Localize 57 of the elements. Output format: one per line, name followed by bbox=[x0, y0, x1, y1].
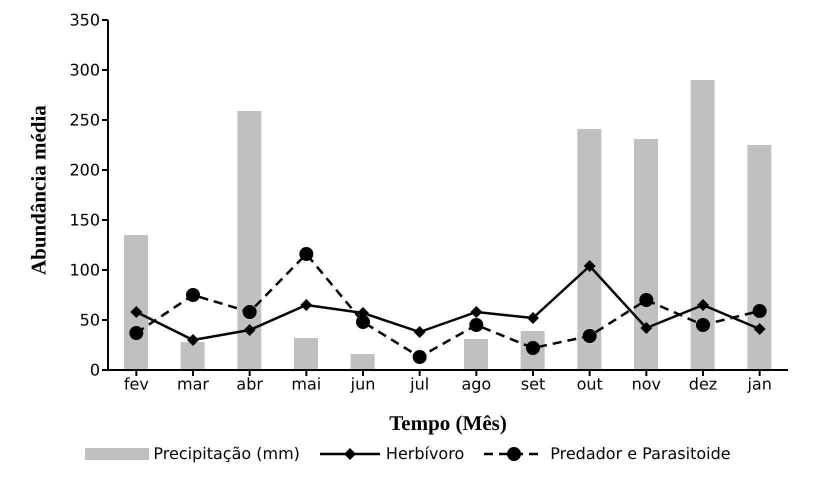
point bbox=[582, 329, 597, 343]
y-tick-label: 100 bbox=[69, 260, 100, 280]
x-tick-label: fev bbox=[124, 374, 149, 394]
point bbox=[527, 312, 539, 324]
bar bbox=[180, 342, 205, 370]
point bbox=[469, 318, 484, 332]
point bbox=[412, 350, 427, 364]
point bbox=[244, 324, 256, 336]
bar bbox=[237, 111, 262, 370]
point bbox=[584, 260, 596, 272]
bar bbox=[634, 139, 658, 370]
x-tick-label: jan bbox=[746, 374, 772, 394]
point bbox=[752, 304, 767, 318]
bar bbox=[464, 339, 488, 370]
x-tick-label: abr bbox=[236, 374, 264, 394]
y-tick-label: 350 bbox=[69, 10, 100, 30]
point bbox=[696, 318, 710, 332]
point bbox=[129, 326, 144, 340]
x-axis-title: Tempo (Mês) bbox=[389, 411, 507, 435]
point bbox=[300, 299, 312, 311]
x-tick-label: set bbox=[520, 374, 546, 394]
x-tick-label: mai bbox=[291, 374, 322, 394]
bar bbox=[577, 129, 602, 370]
y-tick-label: 150 bbox=[69, 210, 100, 230]
legend-label: Precipitação (mm) bbox=[153, 444, 300, 463]
point bbox=[186, 288, 200, 302]
x-tick-label: nov bbox=[632, 374, 662, 394]
y-tick-label: 250 bbox=[69, 110, 100, 130]
bar bbox=[747, 145, 772, 370]
point bbox=[754, 323, 766, 335]
point bbox=[697, 299, 709, 311]
legend-label: Herbívoro bbox=[386, 444, 464, 463]
x-tick-label: jun bbox=[350, 374, 376, 394]
point bbox=[414, 326, 426, 338]
x-tick-label: ago bbox=[461, 374, 492, 394]
point bbox=[470, 306, 482, 318]
bar bbox=[350, 354, 375, 370]
point bbox=[356, 315, 370, 329]
x-tick-label: jul bbox=[409, 374, 430, 394]
point bbox=[299, 247, 314, 261]
bar bbox=[294, 338, 318, 370]
y-tick-label: 200 bbox=[69, 160, 100, 180]
x-tick-label: out bbox=[576, 374, 603, 394]
y-tick-label: 300 bbox=[69, 60, 100, 80]
point bbox=[242, 305, 257, 319]
x-tick-label: mar bbox=[177, 374, 210, 394]
point bbox=[187, 334, 199, 346]
point bbox=[130, 306, 142, 318]
bar bbox=[124, 235, 148, 370]
y-axis-title: Abundância média bbox=[26, 104, 50, 275]
y-tick-label: 0 bbox=[90, 360, 100, 380]
y-tick-label: 50 bbox=[80, 310, 100, 330]
legend-label: Predador e Parasitoide bbox=[550, 444, 731, 463]
point bbox=[639, 293, 654, 307]
x-tick-label: dez bbox=[688, 374, 718, 394]
bar bbox=[690, 80, 715, 370]
point bbox=[640, 322, 652, 334]
